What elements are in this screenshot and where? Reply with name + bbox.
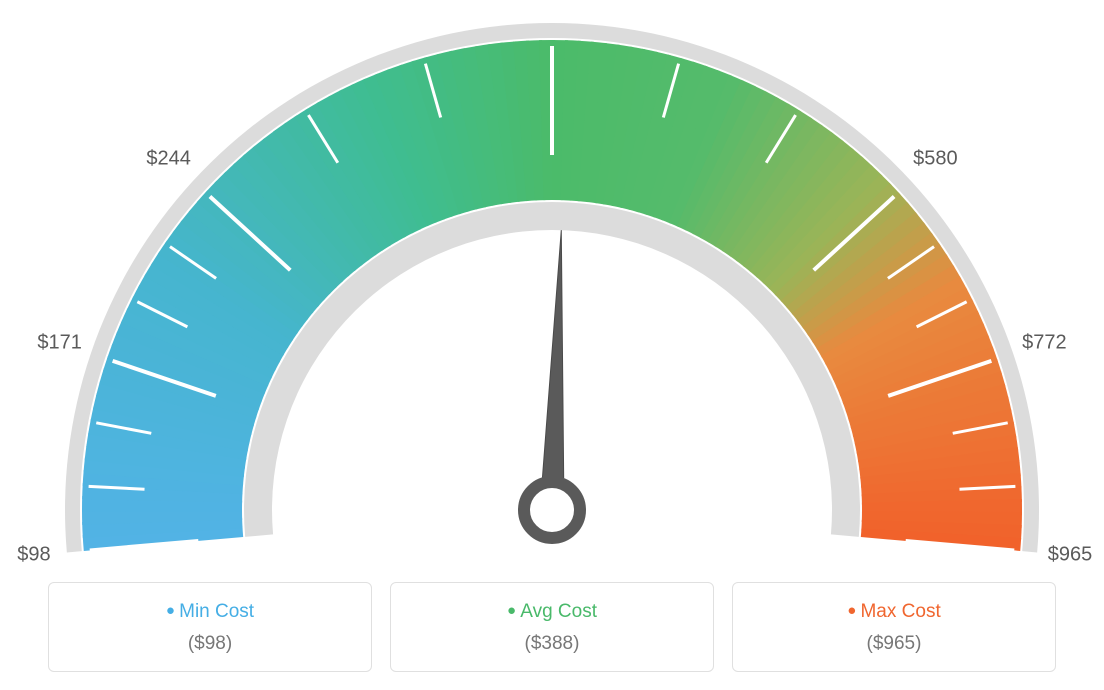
gauge-tick-label: $772 — [1022, 331, 1067, 354]
gauge-area: $98 $171 $244 $388 $580 $772 $965 — [0, 0, 1104, 570]
gauge-tick-label: $171 — [37, 331, 82, 354]
gauge-tick-label: $965 — [1048, 544, 1093, 567]
legend-min-label: Min Cost — [59, 601, 361, 623]
legend-avg-box: Avg Cost ($388) — [390, 582, 714, 672]
gauge-tick-label: $98 — [17, 544, 50, 567]
legend-max-label: Max Cost — [743, 601, 1045, 623]
legend-min-value: ($98) — [59, 633, 361, 655]
legend-max-value: ($965) — [743, 633, 1045, 655]
gauge-tick-label: $388 — [530, 0, 575, 2]
legend-min-box: Min Cost ($98) — [48, 582, 372, 672]
legend-avg-label: Avg Cost — [401, 601, 703, 623]
gauge-chart-container: $98 $171 $244 $388 $580 $772 $965 Min Cost ($9… — [0, 0, 1104, 690]
gauge-tick-label: $244 — [146, 147, 191, 170]
legend-max-box: Max Cost ($965) — [732, 582, 1056, 672]
legend-avg-value: ($388) — [401, 633, 703, 655]
gauge-needle-hub — [524, 482, 580, 538]
gauge-needle — [540, 230, 564, 510]
gauge-tick-label: $580 — [913, 147, 958, 170]
legend-row: Min Cost ($98) Avg Cost ($388) Max Cost … — [48, 582, 1056, 672]
gauge-svg — [0, 0, 1104, 570]
